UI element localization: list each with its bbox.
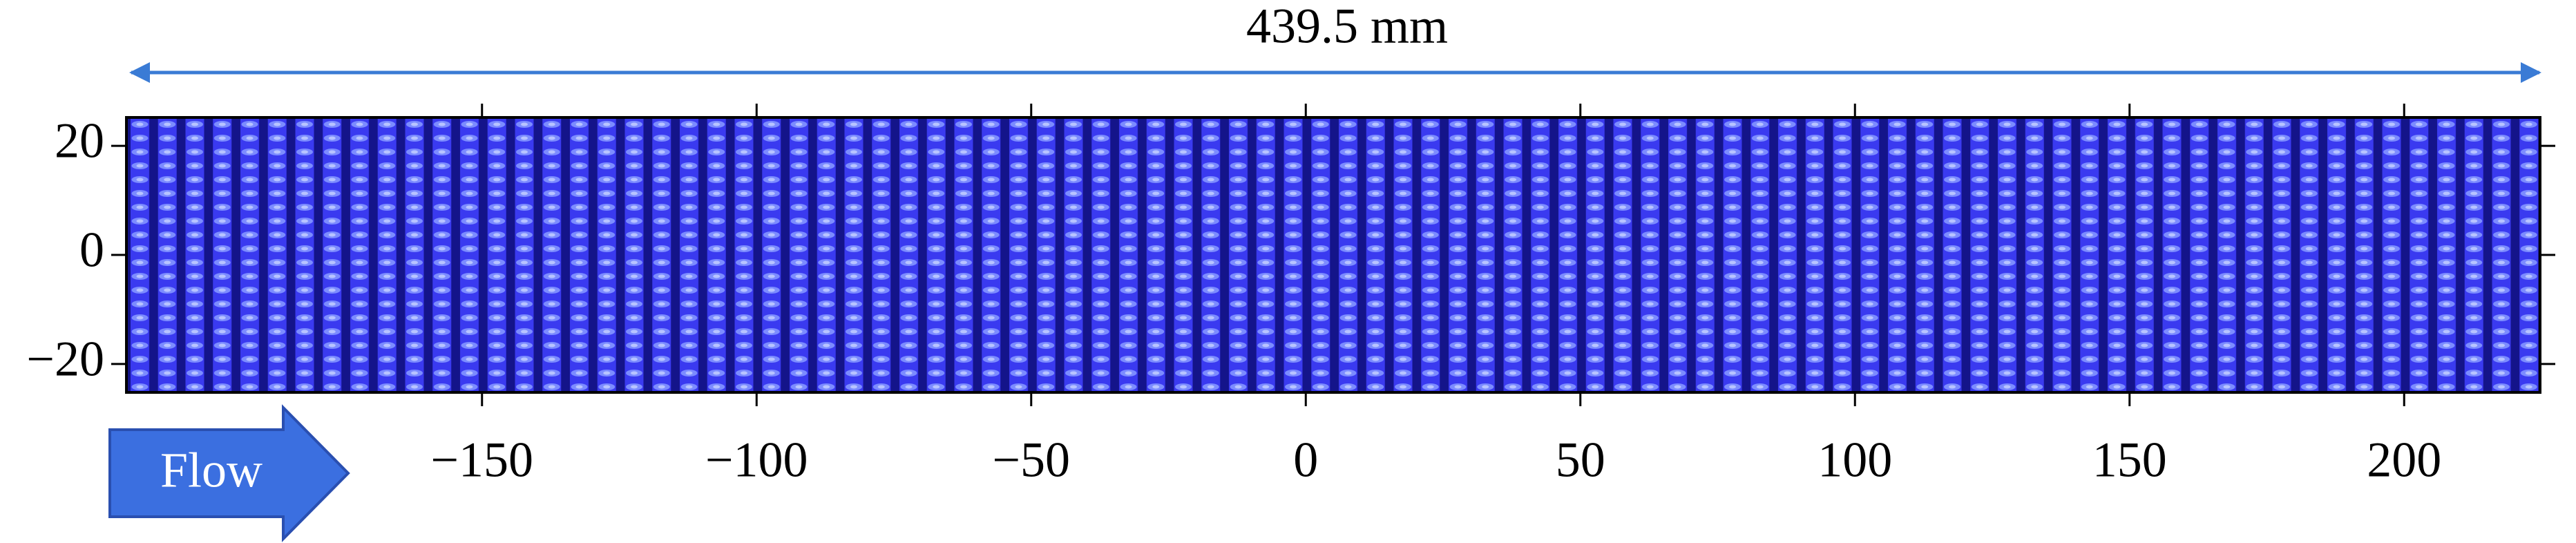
y-tick-label: −20 (26, 331, 104, 386)
x-tick-label: −50 (992, 432, 1070, 488)
flow-arrow-shape (108, 404, 350, 542)
x-tick-label: −150 (430, 432, 533, 488)
flow-label: Flow (160, 443, 263, 498)
rod-array (125, 116, 2541, 394)
x-tick-label: 100 (1817, 432, 1892, 488)
flow-arrow: Flow (108, 404, 350, 542)
x-tick-label: 0 (1293, 432, 1318, 488)
y-tick-label: 20 (55, 113, 104, 169)
axes: −150 −100 −50 0 50 100 150 200 −20 0 20 (26, 104, 2555, 488)
x-tick-label: 50 (1556, 432, 1605, 488)
dimension-label: 439.5 mm (1246, 0, 1448, 54)
y-tick-label: 0 (79, 222, 104, 278)
x-tick-label: 200 (2367, 432, 2441, 488)
x-tick-label: −100 (705, 432, 808, 488)
x-tick-label: 150 (2092, 432, 2167, 488)
